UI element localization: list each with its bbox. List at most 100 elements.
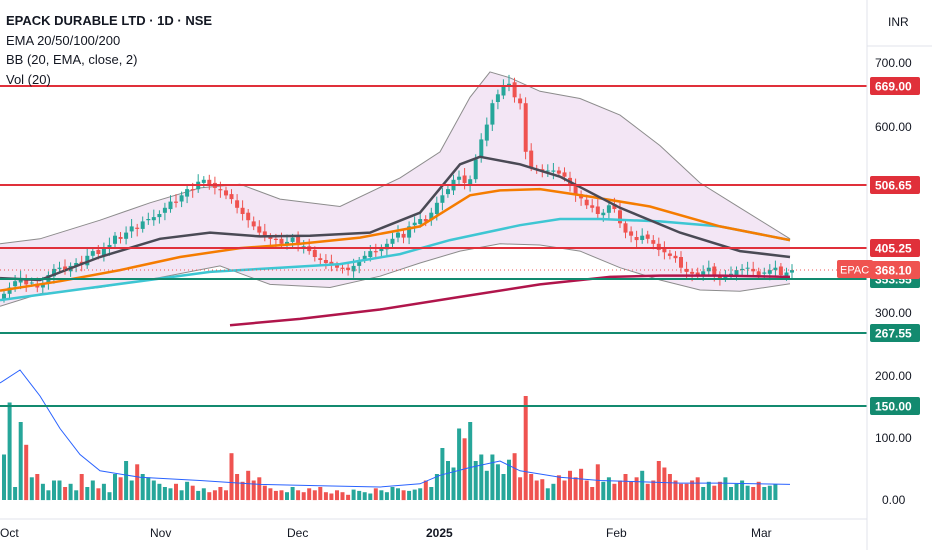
level-lines <box>0 85 867 407</box>
candle-body <box>717 276 722 279</box>
candle-body <box>257 226 262 233</box>
volume-bar <box>656 461 661 500</box>
level-label: 150.00 <box>875 400 912 414</box>
volume-bar <box>323 492 328 500</box>
candle-body <box>224 190 228 196</box>
volume-bar <box>584 480 589 500</box>
ema-200-line <box>229 274 791 327</box>
volume-bar <box>573 477 578 501</box>
volume-bar <box>734 483 739 501</box>
candle-body <box>107 245 112 249</box>
candle-body <box>673 255 678 259</box>
volume-bar <box>623 474 628 500</box>
candle-body <box>201 179 206 183</box>
volume-indicator-label[interactable]: Vol (20) <box>6 71 51 87</box>
candle-body <box>695 272 700 275</box>
volume-bar <box>46 490 51 501</box>
candle-body <box>468 179 473 185</box>
volume-bar <box>96 488 101 500</box>
volume-bar <box>690 480 695 500</box>
candle-body <box>523 103 528 152</box>
candle-body <box>590 205 595 208</box>
volume-bar <box>168 488 173 500</box>
bb-indicator-label[interactable]: BB (20, EMA, close, 2) <box>6 52 138 67</box>
volume-bar <box>729 487 733 500</box>
candle-body <box>762 272 767 274</box>
volume-bar <box>396 488 400 500</box>
candle-body <box>151 217 156 221</box>
volume-bar <box>207 492 212 500</box>
volume-bar <box>296 490 301 501</box>
volume-bar <box>196 490 201 500</box>
candle-body <box>29 282 34 284</box>
candle-body <box>690 271 695 274</box>
level-label: 267.55 <box>875 327 912 341</box>
time-tick-label: Mar <box>751 526 772 540</box>
candle-body <box>740 268 745 271</box>
candle-body <box>457 176 462 180</box>
candle-body <box>101 248 106 256</box>
currency-label[interactable]: INR <box>888 15 909 29</box>
candle-body <box>412 222 417 226</box>
candle-body <box>318 258 323 260</box>
volume-bar <box>606 477 611 501</box>
volume-bar <box>90 480 95 500</box>
volume-bar <box>290 487 295 500</box>
candle-body <box>612 204 617 209</box>
price-tick-label: 600.00 <box>875 120 912 134</box>
candle-body <box>429 212 434 221</box>
time-tick-label: Nov <box>150 526 171 540</box>
volume-bar <box>423 480 428 500</box>
candle-body <box>218 189 223 191</box>
candle-body <box>734 270 739 275</box>
volume-bar <box>407 490 412 500</box>
symbol-badge <box>837 260 873 278</box>
volume-bar <box>545 488 550 500</box>
candle-body <box>296 236 301 246</box>
volume-bar <box>740 480 745 500</box>
volume-bar <box>52 480 56 500</box>
ema-indicator-label[interactable]: EMA 20/50/100/200 <box>6 32 121 48</box>
level-label-box <box>870 77 920 95</box>
candle-body <box>312 249 317 257</box>
candle-body <box>640 235 645 240</box>
volume-bar <box>534 480 539 500</box>
candle-body <box>140 221 145 229</box>
level-label: 405.25 <box>875 242 912 256</box>
volume-bar <box>556 475 561 500</box>
candle-body <box>484 124 489 141</box>
volume-bar <box>673 480 678 500</box>
symbol-title[interactable]: EPACK DURABLE LTD · 1D · NSE <box>6 13 213 28</box>
volume-bar <box>246 470 251 501</box>
candle-body <box>179 195 184 202</box>
volume-bar <box>357 490 362 500</box>
ema-20-line <box>0 155 791 282</box>
volume-bar <box>101 483 106 501</box>
volume-bar <box>634 477 639 501</box>
x-axis-ticks: Oct Nov Dec 2025 Feb Mar <box>0 526 772 540</box>
volume-ma-line <box>0 369 791 488</box>
level-label-box <box>870 324 920 342</box>
level-label-box <box>870 239 920 257</box>
volume-bar <box>346 494 351 500</box>
volume-bar <box>251 480 256 500</box>
volume-bar <box>490 454 495 500</box>
volume-bar <box>540 479 545 500</box>
volume-bar <box>351 489 356 500</box>
volume-bar <box>224 490 228 501</box>
candle-body <box>518 98 523 104</box>
candle-body <box>157 214 162 218</box>
candle-body <box>434 202 439 214</box>
volume-bar <box>451 467 456 500</box>
candle-body <box>773 267 778 271</box>
volume-bar <box>679 483 683 501</box>
candle-body <box>13 281 18 287</box>
candle-body <box>562 172 567 177</box>
volume-bar <box>512 453 517 500</box>
volume-bar <box>457 428 462 500</box>
volume-bar <box>723 477 728 501</box>
volume-bar <box>484 470 489 501</box>
volume-bar <box>212 490 217 501</box>
candle-body <box>207 179 212 185</box>
